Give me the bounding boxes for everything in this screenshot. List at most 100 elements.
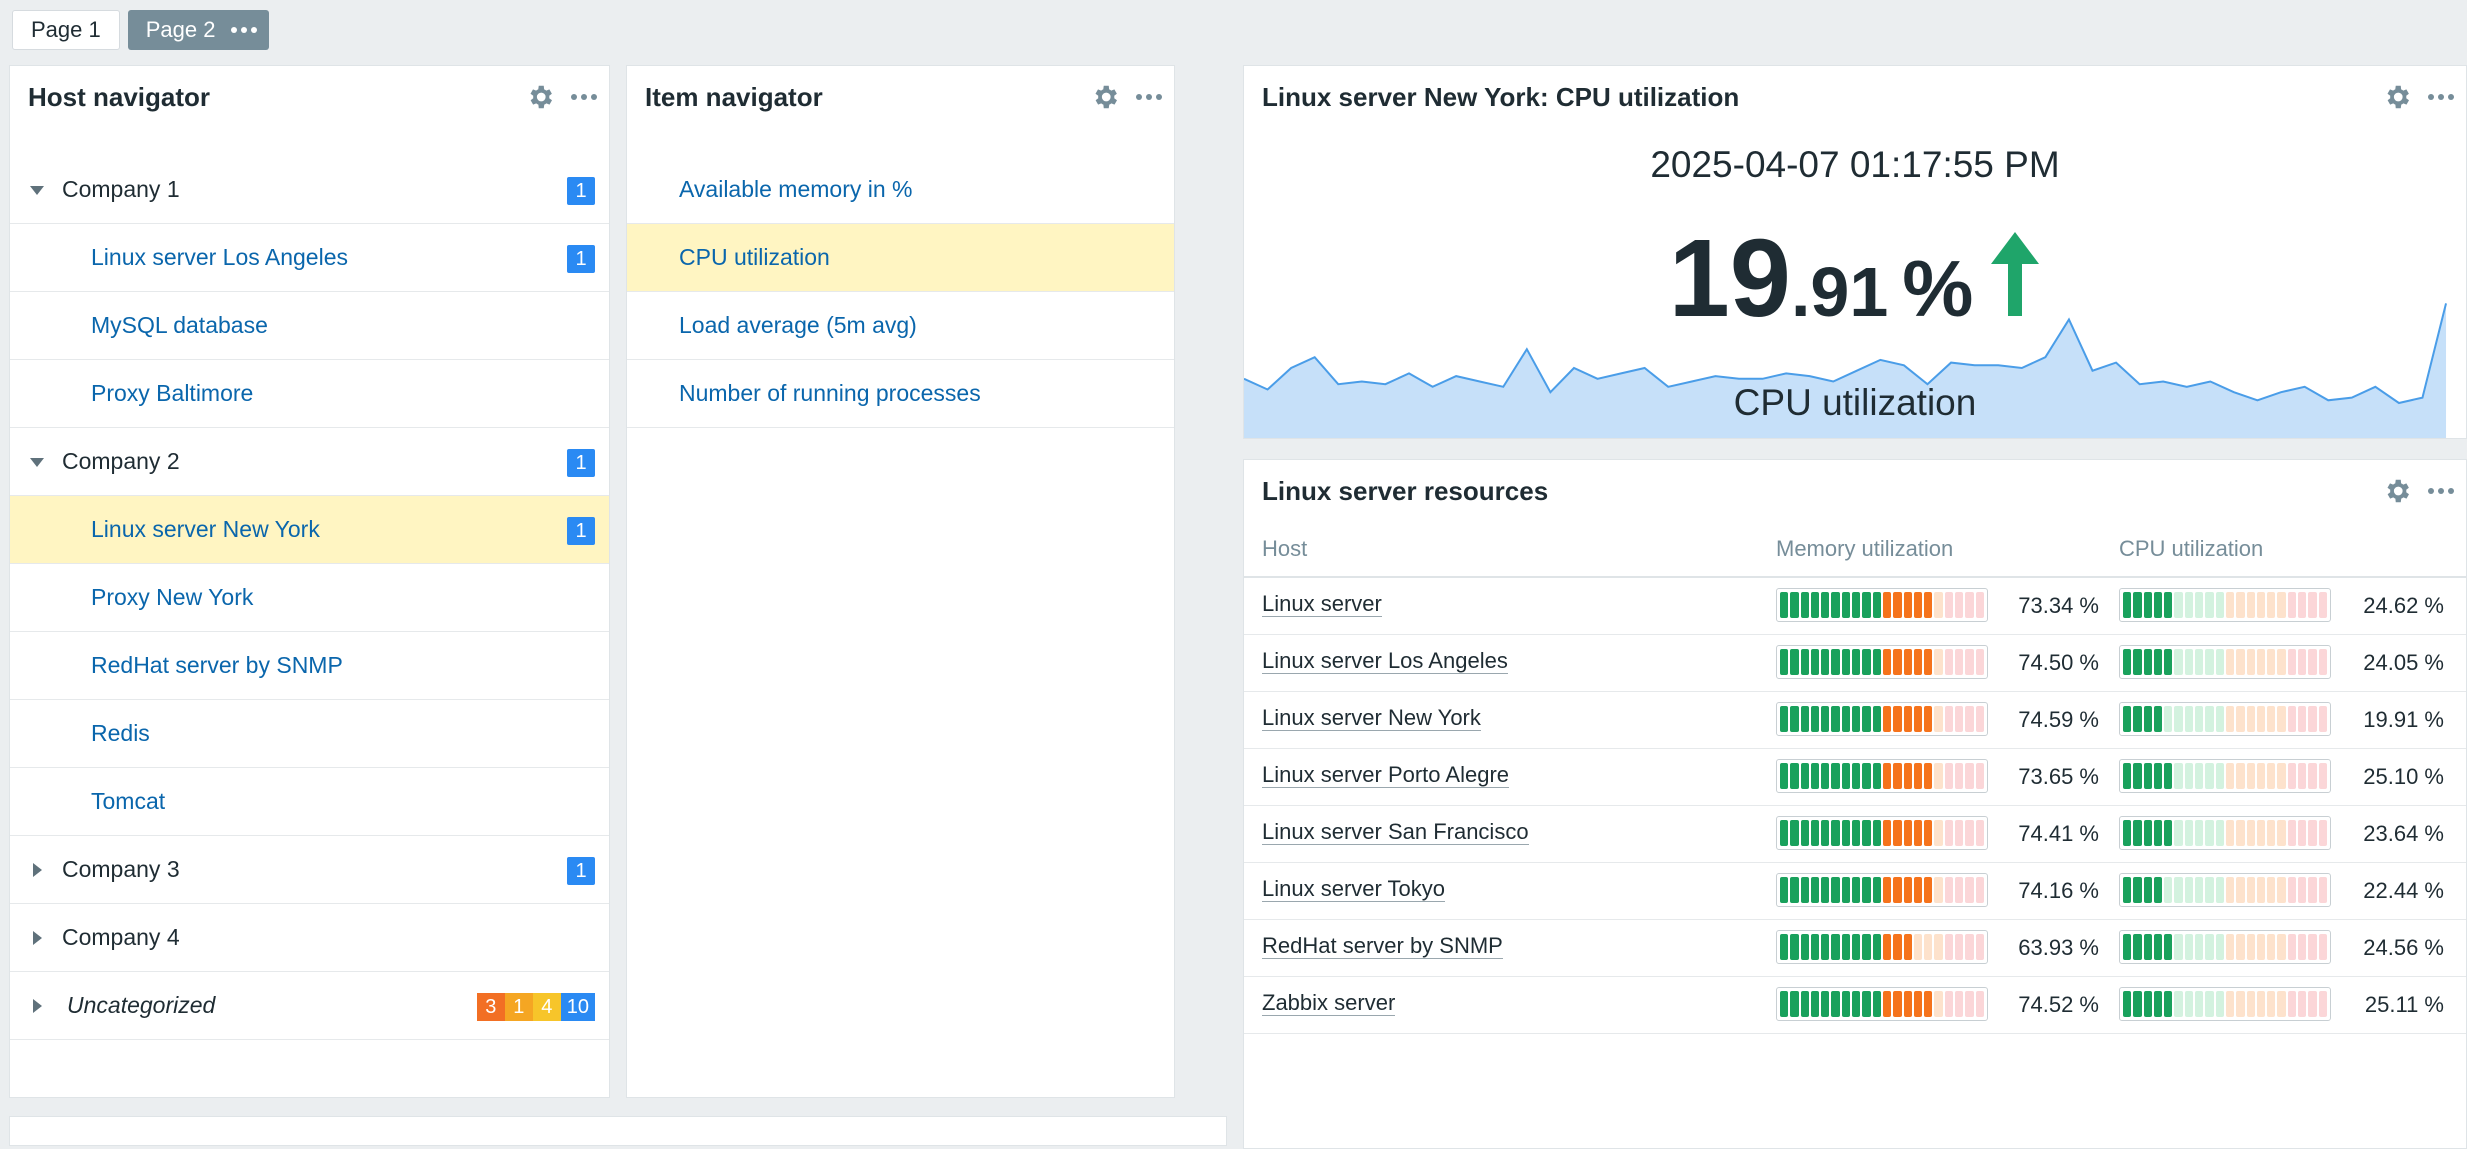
bar-segment [1810,820,1820,846]
host-group-row[interactable]: Uncategorized 3 1 4 10 [10,972,609,1040]
problem-count-badge: 1 [567,245,595,273]
bar-segment [2133,877,2142,903]
bar-segment [1882,763,1892,789]
item-row[interactable]: Number of running processes [627,360,1174,428]
host-link[interactable]: Linux server New York [1262,705,1481,731]
bar-segment [2246,877,2255,903]
bar-segment [1924,934,1933,960]
bar-segment [2123,877,2132,903]
host-row[interactable]: Redis [10,700,609,768]
host-link[interactable]: RedHat server by SNMP [1262,933,1503,959]
host-link[interactable]: Tomcat [91,788,166,814]
host-row[interactable]: Linux server New York 1 [10,496,609,564]
bar-segment [2164,592,2173,618]
item-row[interactable]: Load average (5m avg) [627,292,1174,360]
host-link[interactable]: Proxy New York [91,584,254,610]
host-link[interactable]: RedHat server by SNMP [91,652,343,678]
bar-segment [2133,649,2142,675]
group-label: Company 4 [62,924,180,950]
bar-segment [1893,706,1902,732]
bar-segment [2246,991,2255,1017]
host-link[interactable]: Redis [91,720,150,746]
bar-segment [1893,934,1902,960]
bar-segment [2267,592,2276,618]
chevron-down-icon[interactable] [30,458,44,467]
bar-segment [2298,592,2307,618]
bar-segment [2277,706,2286,732]
item-link[interactable]: Load average (5m avg) [679,312,917,338]
chevron-right-icon[interactable] [33,863,42,877]
value-timestamp: 2025-04-07 01:17:55 PM [1650,144,2060,185]
host-row[interactable]: Proxy New York [10,564,609,632]
gear-icon[interactable] [2382,476,2412,506]
bar-segment [2133,820,2142,846]
host-row[interactable]: Proxy Baltimore [10,360,609,428]
host-group-row[interactable]: Company 1 1 [10,156,609,224]
bar-segment [2133,934,2142,960]
gear-icon[interactable] [2382,82,2412,112]
bar-segment [2256,763,2266,789]
tab-page-1[interactable]: Page 1 [12,10,120,50]
gear-icon[interactable] [1090,82,1120,112]
bar-segment [1955,934,1964,960]
host-link[interactable]: Linux server [1262,591,1382,617]
bar-segment [1852,991,1861,1017]
bar-segment [2123,706,2132,732]
ellipsis-icon[interactable] [571,82,597,112]
bar-segment [1924,763,1933,789]
host-row[interactable]: Linux server Los Angeles 1 [10,224,609,292]
host-link[interactable]: MySQL database [91,312,268,338]
ellipsis-icon[interactable] [2428,476,2454,506]
bar-segment [2174,649,2183,675]
bar-segment [2184,991,2194,1017]
bar-segment [1800,649,1809,675]
host-link[interactable]: Linux server Los Angeles [1262,648,1508,674]
bar-segment [2318,649,2327,675]
bar-segment [1800,934,1809,960]
host-group-row[interactable]: Company 3 1 [10,836,609,904]
host-link[interactable]: Linux server Porto Alegre [1262,762,1510,788]
bar-segment [2164,877,2173,903]
host-link[interactable]: Zabbix server [1262,990,1396,1016]
bar-segment [2277,763,2286,789]
chevron-right-icon[interactable] [33,931,42,945]
gear-icon[interactable] [525,82,555,112]
host-link[interactable]: Proxy Baltimore [91,380,254,406]
bar-segment [1965,934,1974,960]
host-group-row[interactable]: Company 2 1 [10,428,609,496]
host-group-row[interactable]: Company 4 [10,904,609,972]
tab-page-2[interactable]: Page 2 [127,10,270,50]
host-link[interactable]: Linux server New York [91,516,320,542]
bar-segment [1882,592,1892,618]
chevron-down-icon[interactable] [30,186,44,195]
ellipsis-icon[interactable] [1136,82,1162,112]
bar-segment [2195,706,2204,732]
value-decimal: .91 [1790,253,1889,331]
bar-segment [2225,592,2235,618]
bar-segment [2215,820,2224,846]
item-link[interactable]: Number of running processes [679,380,981,406]
tab-more-icon[interactable] [231,27,258,33]
bar-segment [1903,877,1912,903]
host-row[interactable]: MySQL database [10,292,609,360]
item-row[interactable]: CPU utilization [627,224,1174,292]
host-row[interactable]: RedHat server by SNMP [10,632,609,700]
value-integer: 19 [1668,217,1791,340]
chevron-right-icon[interactable] [33,999,42,1013]
host-link[interactable]: Linux server San Francisco [1262,819,1529,845]
bar-segment [2184,877,2194,903]
host-link[interactable]: Linux server Tokyo [1262,876,1446,902]
bar-segment [2277,934,2286,960]
bar-segment [2308,763,2317,789]
ellipsis-icon[interactable] [2428,82,2454,112]
bar-segment [2164,763,2173,789]
host-row[interactable]: Tomcat [10,768,609,836]
bar-segment [2174,877,2183,903]
item-link[interactable]: CPU utilization [679,244,830,270]
bar-segment [1862,934,1871,960]
item-link[interactable]: Available memory in % [679,176,913,202]
bar-segment [2174,706,2183,732]
host-link[interactable]: Linux server Los Angeles [91,244,348,270]
widget-controls [2382,476,2454,506]
item-row[interactable]: Available memory in % [627,156,1174,224]
